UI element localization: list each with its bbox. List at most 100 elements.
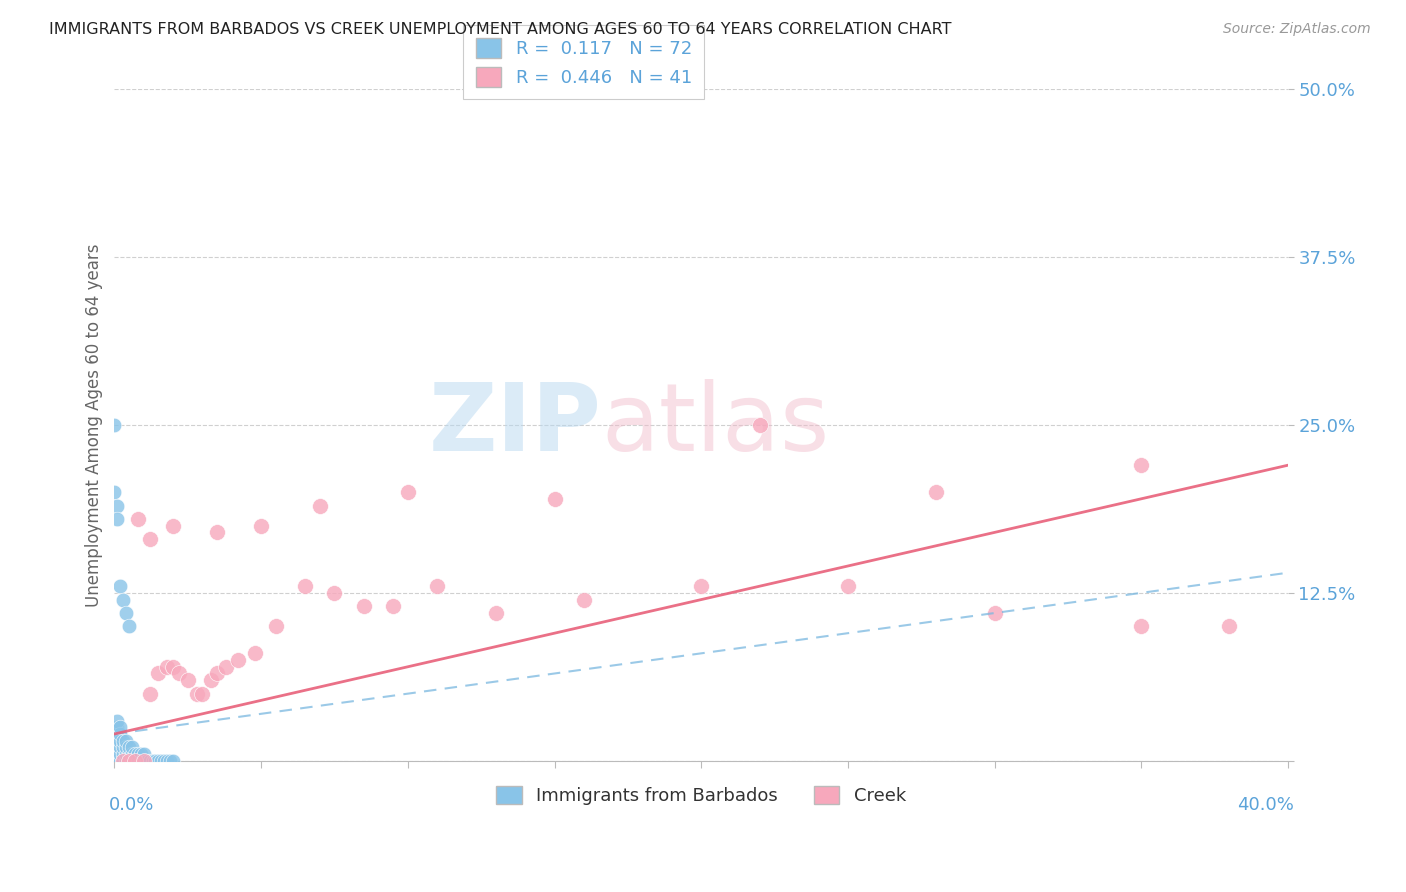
Point bbox=[142, 754, 165, 768]
Point bbox=[177, 673, 200, 688]
Point bbox=[426, 579, 449, 593]
Text: 0.0%: 0.0% bbox=[108, 796, 153, 814]
Point bbox=[245, 646, 267, 660]
Text: 40.0%: 40.0% bbox=[1237, 796, 1294, 814]
Point bbox=[121, 747, 143, 761]
Point bbox=[110, 720, 132, 734]
Point bbox=[162, 660, 184, 674]
Point bbox=[748, 417, 770, 432]
Point bbox=[138, 754, 160, 768]
Point bbox=[103, 754, 125, 768]
Point bbox=[103, 733, 125, 747]
Point bbox=[105, 727, 128, 741]
Point bbox=[112, 733, 135, 747]
Point bbox=[572, 592, 595, 607]
Point bbox=[150, 754, 173, 768]
Point bbox=[115, 740, 138, 755]
Text: atlas: atlas bbox=[602, 379, 830, 471]
Point bbox=[118, 619, 141, 633]
Point bbox=[129, 747, 152, 761]
Point bbox=[105, 733, 128, 747]
Point bbox=[167, 666, 190, 681]
Point bbox=[105, 754, 128, 768]
Point bbox=[294, 579, 316, 593]
Point bbox=[103, 754, 125, 768]
Point bbox=[112, 754, 135, 768]
Point bbox=[162, 518, 184, 533]
Point bbox=[1130, 458, 1153, 473]
Point bbox=[118, 747, 141, 761]
Point bbox=[118, 754, 141, 768]
Point bbox=[103, 754, 125, 768]
Point bbox=[543, 491, 565, 506]
Point bbox=[837, 579, 859, 593]
Point bbox=[127, 747, 149, 761]
Point bbox=[112, 747, 135, 761]
Point bbox=[186, 687, 208, 701]
Point bbox=[103, 727, 125, 741]
Point bbox=[103, 754, 125, 768]
Point bbox=[124, 754, 146, 768]
Point bbox=[1130, 619, 1153, 633]
Point bbox=[103, 754, 125, 768]
Point bbox=[308, 499, 330, 513]
Point bbox=[1218, 619, 1240, 633]
Y-axis label: Unemployment Among Ages 60 to 64 years: Unemployment Among Ages 60 to 64 years bbox=[86, 244, 103, 607]
Point bbox=[105, 720, 128, 734]
Point bbox=[110, 754, 132, 768]
Point bbox=[118, 754, 141, 768]
Point bbox=[159, 754, 181, 768]
Point bbox=[138, 532, 160, 546]
Text: IMMIGRANTS FROM BARBADOS VS CREEK UNEMPLOYMENT AMONG AGES 60 TO 64 YEARS CORRELA: IMMIGRANTS FROM BARBADOS VS CREEK UNEMPL… bbox=[49, 22, 952, 37]
Point bbox=[156, 754, 179, 768]
Point bbox=[153, 754, 176, 768]
Point bbox=[112, 740, 135, 755]
Point bbox=[103, 485, 125, 500]
Point bbox=[925, 485, 948, 500]
Point bbox=[200, 673, 222, 688]
Text: Source: ZipAtlas.com: Source: ZipAtlas.com bbox=[1223, 22, 1371, 37]
Point bbox=[127, 512, 149, 526]
Point bbox=[115, 733, 138, 747]
Legend: Immigrants from Barbados, Creek: Immigrants from Barbados, Creek bbox=[489, 779, 914, 813]
Point bbox=[103, 740, 125, 755]
Point bbox=[353, 599, 375, 614]
Point bbox=[105, 740, 128, 755]
Point bbox=[226, 653, 249, 667]
Point bbox=[105, 754, 128, 768]
Point bbox=[110, 740, 132, 755]
Point bbox=[485, 606, 508, 620]
Point bbox=[115, 747, 138, 761]
Point bbox=[105, 747, 128, 761]
Point bbox=[215, 660, 238, 674]
Point bbox=[148, 666, 170, 681]
Point bbox=[191, 687, 214, 701]
Point bbox=[132, 747, 155, 761]
Point bbox=[121, 740, 143, 755]
Point bbox=[264, 619, 287, 633]
Point bbox=[132, 754, 155, 768]
Point bbox=[124, 754, 146, 768]
Point bbox=[145, 754, 167, 768]
Point bbox=[112, 754, 135, 768]
Point bbox=[103, 747, 125, 761]
Point bbox=[115, 606, 138, 620]
Text: ZIP: ZIP bbox=[429, 379, 602, 471]
Point bbox=[129, 754, 152, 768]
Point bbox=[110, 733, 132, 747]
Point bbox=[124, 747, 146, 761]
Point bbox=[103, 754, 125, 768]
Point bbox=[205, 525, 228, 540]
Point bbox=[110, 754, 132, 768]
Point bbox=[110, 579, 132, 593]
Point bbox=[105, 499, 128, 513]
Point bbox=[156, 660, 179, 674]
Point bbox=[103, 417, 125, 432]
Point bbox=[148, 754, 170, 768]
Point bbox=[690, 579, 713, 593]
Point bbox=[110, 747, 132, 761]
Point bbox=[132, 754, 155, 768]
Point bbox=[127, 754, 149, 768]
Point bbox=[112, 592, 135, 607]
Point bbox=[115, 754, 138, 768]
